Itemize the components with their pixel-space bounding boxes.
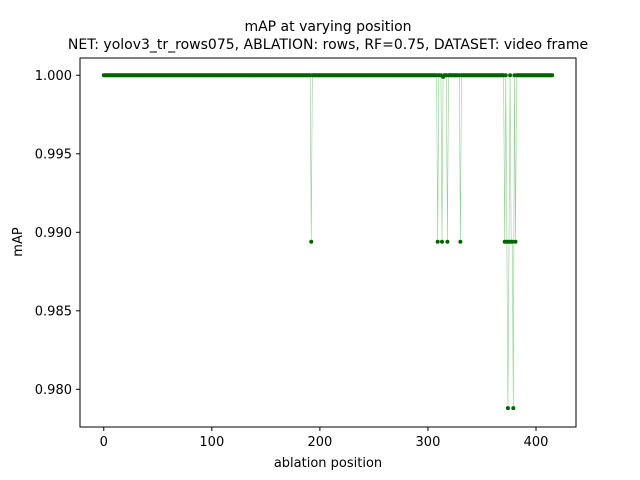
data-point bbox=[508, 73, 513, 78]
x-tick-label: 300 bbox=[416, 435, 441, 450]
x-tick-label: 200 bbox=[307, 435, 332, 450]
y-axis: 0.980 0.985 0.990 0.995 1.000 bbox=[35, 69, 80, 398]
data-point bbox=[511, 406, 516, 411]
y-axis-label: mAP bbox=[11, 227, 26, 257]
y-tick-label: 0.995 bbox=[35, 147, 72, 162]
data-point bbox=[510, 239, 515, 244]
plot-frame bbox=[79, 57, 577, 428]
x-tick-label: 400 bbox=[524, 435, 549, 450]
y-tick-label: 1.000 bbox=[35, 69, 72, 84]
data-point bbox=[435, 239, 440, 244]
data-point bbox=[458, 239, 463, 244]
x-tick-label: 100 bbox=[199, 435, 224, 450]
data-point bbox=[445, 239, 450, 244]
y-tick-label: 0.985 bbox=[35, 304, 72, 319]
data-point bbox=[505, 406, 510, 411]
data-point bbox=[513, 239, 518, 244]
x-axis-label: ablation position bbox=[274, 456, 382, 471]
chart-title: mAP at varying position bbox=[244, 19, 411, 35]
y-tick-label: 0.990 bbox=[35, 226, 72, 241]
data-point bbox=[503, 73, 508, 78]
data-point bbox=[550, 73, 555, 78]
data-point bbox=[309, 239, 314, 244]
chart-subtitle: NET: yolov3_tr_rows075, ABLATION: rows, … bbox=[68, 37, 588, 53]
data-point bbox=[440, 239, 444, 244]
x-axis: 0 100 200 300 400 bbox=[100, 427, 549, 450]
x-tick-label: 0 bbox=[100, 435, 108, 450]
plot-area bbox=[101, 73, 555, 411]
y-tick-label: 0.980 bbox=[35, 383, 72, 398]
series-points bbox=[101, 73, 555, 411]
